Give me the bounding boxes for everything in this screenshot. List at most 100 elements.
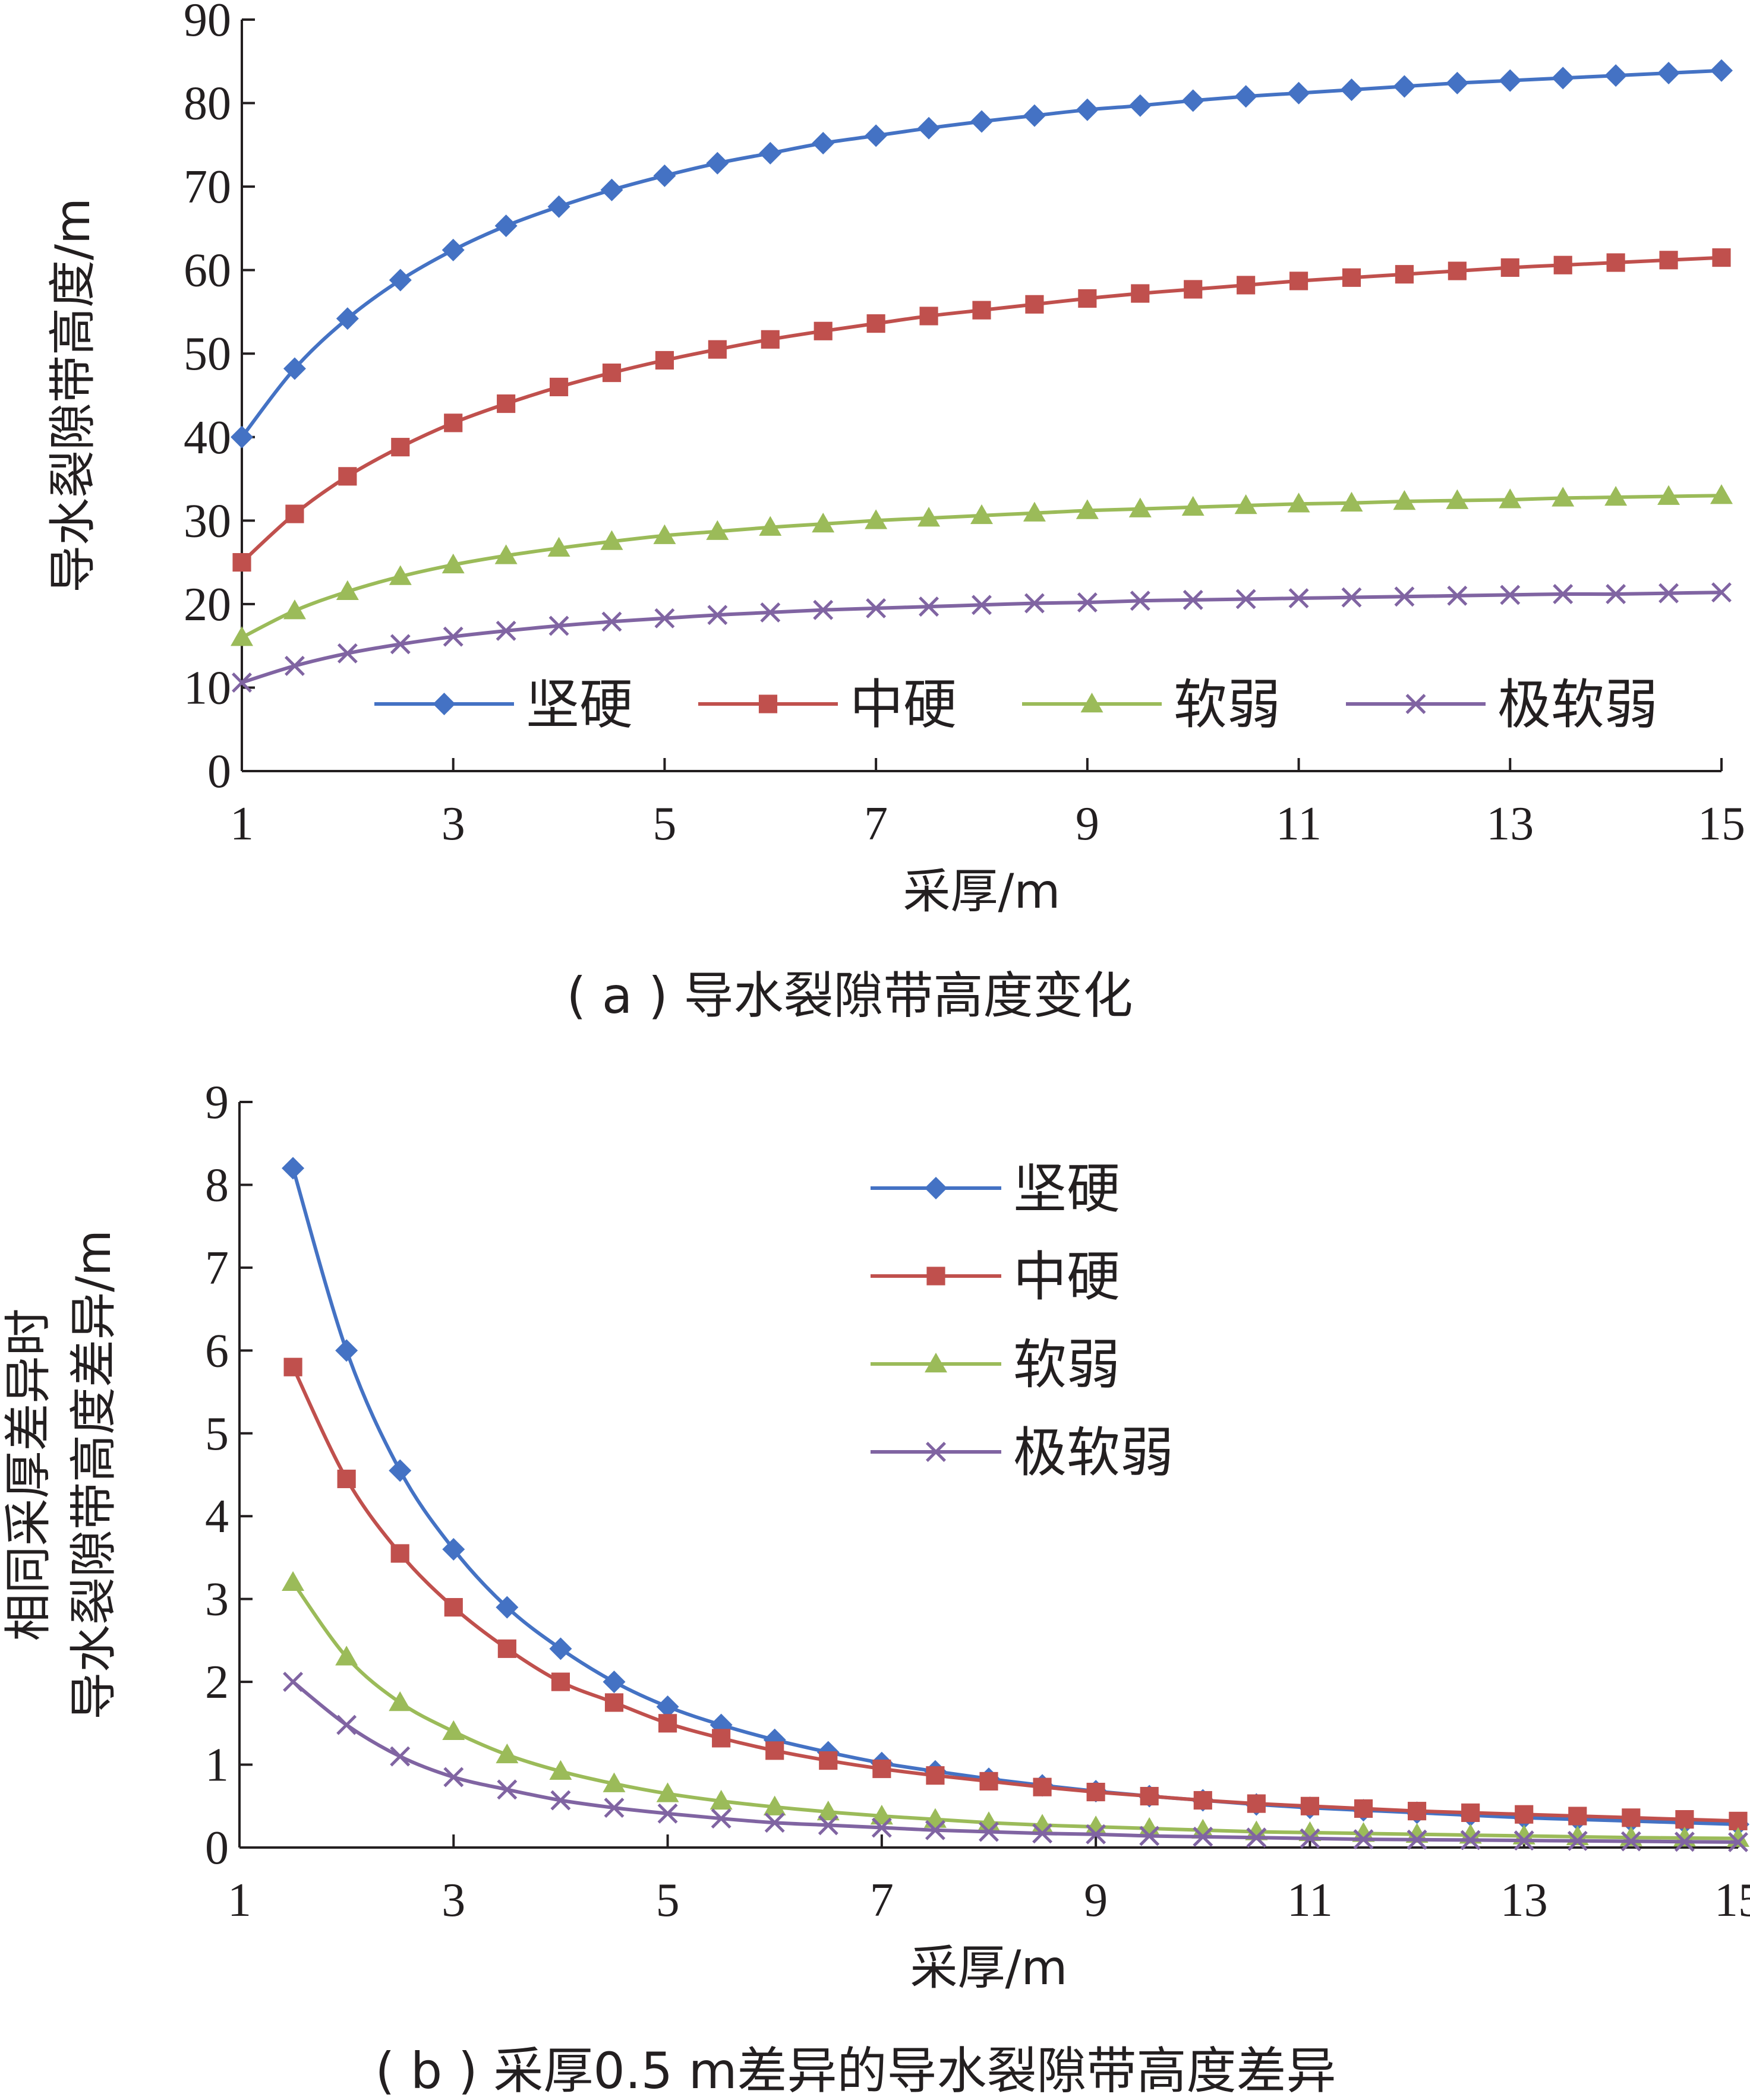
data-point-2: [549, 1760, 572, 1780]
data-point-2: [763, 1795, 786, 1815]
data-point-0: [231, 425, 253, 449]
data-point-0: [283, 357, 306, 380]
data-point-2: [1128, 497, 1152, 517]
x-tick-label: 5: [656, 1874, 680, 1927]
data-point-1: [549, 377, 569, 397]
series-line-3: [292, 1680, 1739, 1844]
data-point-1: [1342, 268, 1361, 287]
data-point-3: [866, 598, 887, 618]
y-tick-label: 5: [205, 1408, 229, 1460]
data-point-0: [1181, 89, 1204, 112]
data-point-3: [1567, 1830, 1588, 1851]
legend-marker: [925, 1177, 947, 1199]
data-point-3: [972, 595, 992, 615]
y-tick-label: 0: [207, 746, 231, 798]
data-point-3: [604, 1798, 625, 1818]
data-point-0: [442, 238, 465, 261]
x-tick-label: 3: [442, 798, 465, 850]
data-point-3: [1086, 1824, 1106, 1845]
legend-label: 软弱: [1174, 674, 1281, 736]
data-point-1: [1712, 248, 1731, 267]
data-point-1: [1140, 1786, 1159, 1806]
y-tick-label: 90: [184, 0, 231, 46]
data-point-3: [925, 1820, 945, 1840]
data-point-2: [282, 1571, 305, 1591]
data-point-1: [1568, 1807, 1587, 1826]
data-point-3: [1024, 593, 1045, 614]
data-point-2: [1499, 488, 1522, 509]
data-point-3: [1077, 592, 1098, 613]
data-point-1: [391, 438, 410, 457]
y-tick-label: 7: [205, 1242, 229, 1294]
data-point-1: [285, 504, 304, 523]
data-point-1: [813, 321, 833, 340]
data-point-2: [1076, 499, 1099, 519]
legend-marker: [758, 694, 778, 713]
data-point-1: [866, 314, 885, 333]
data-point-2: [816, 1801, 840, 1821]
data-point-1: [1078, 289, 1097, 308]
data-point-1: [1131, 284, 1150, 303]
data-point-2: [656, 1782, 679, 1802]
data-point-1: [819, 1751, 838, 1770]
data-point-1: [972, 301, 991, 320]
data-point-1: [926, 1766, 945, 1785]
data-point-2: [496, 1743, 519, 1764]
y-tick-label: 30: [184, 495, 231, 547]
data-point-3: [1193, 1826, 1213, 1847]
data-point-3: [1288, 588, 1309, 609]
data-point-3: [707, 605, 728, 626]
data-point-1: [1237, 276, 1256, 295]
series-line-2: [291, 1581, 1739, 1840]
data-point-2: [494, 544, 518, 564]
y-tick-label: 4: [205, 1490, 229, 1543]
data-point-3: [1246, 1827, 1267, 1848]
data-point-3: [919, 596, 939, 617]
data-point-1: [1033, 1777, 1052, 1796]
data-point-0: [389, 1459, 412, 1482]
data-point-2: [1023, 501, 1046, 522]
data-point-1: [390, 1544, 409, 1563]
legend-marker: [926, 1267, 945, 1286]
data-point-1: [1675, 1810, 1694, 1829]
data-point-2: [1352, 1822, 1375, 1842]
data-point-2: [283, 599, 306, 620]
x-tick-label: 1: [228, 1874, 251, 1927]
data-point-2: [603, 1772, 626, 1792]
data-point-1: [602, 363, 622, 383]
x-tick-label: 3: [442, 1874, 465, 1927]
data-point-0: [547, 195, 570, 218]
data-point-3: [1407, 1829, 1427, 1850]
data-point-3: [497, 1779, 518, 1800]
data-point-1: [1659, 251, 1678, 270]
data-point-1: [708, 340, 727, 359]
data-point-1: [1515, 1805, 1534, 1824]
data-point-2: [759, 516, 782, 536]
y-tick-label: 1: [205, 1739, 229, 1792]
data-point-0: [759, 141, 782, 165]
legend-label: 极软弱: [1497, 674, 1658, 736]
data-point-2: [336, 580, 359, 601]
data-point-3: [232, 672, 252, 693]
data-point-3: [1130, 590, 1150, 611]
x-tick-label: 13: [1486, 798, 1534, 850]
data-point-2: [1405, 1823, 1429, 1843]
data-point-0: [335, 1339, 358, 1362]
data-point-2: [442, 553, 465, 574]
legend-label: 中硬: [850, 674, 957, 736]
y-tick-label: 70: [184, 161, 231, 213]
data-point-3: [390, 1746, 411, 1767]
data-point-1: [232, 553, 251, 572]
y-tick-label: 6: [205, 1325, 229, 1377]
legend-label: 坚硬: [526, 674, 633, 736]
data-point-2: [442, 1720, 465, 1741]
data-point-1: [1395, 265, 1414, 284]
data-point-0: [1076, 98, 1099, 121]
y-tick-label: 2: [205, 1656, 229, 1709]
data-point-3: [1394, 586, 1415, 607]
data-point-3: [337, 643, 358, 664]
data-point-1: [761, 330, 780, 349]
data-point-3: [1447, 585, 1468, 606]
